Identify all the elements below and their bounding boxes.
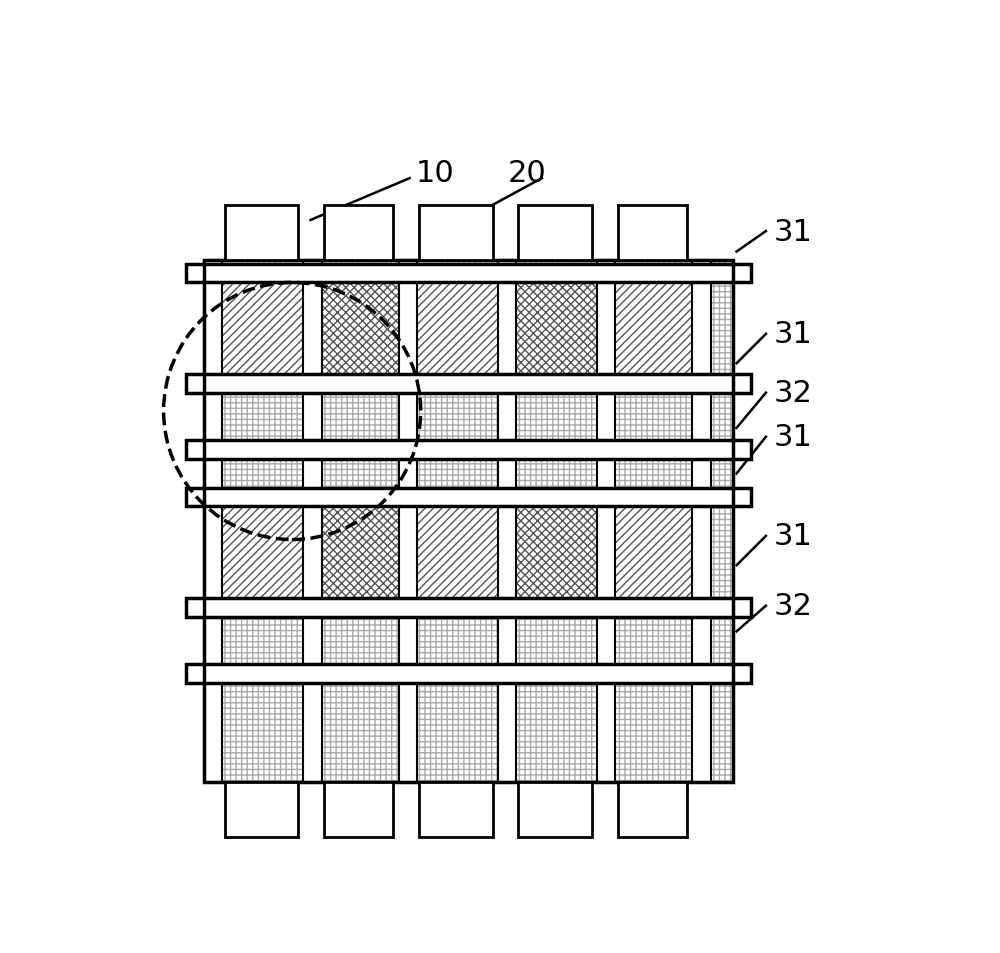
Bar (419, 782, 493, 837)
Text: 31: 31 (773, 423, 812, 452)
Bar (322, 507, 399, 617)
Bar (186, 489, 751, 507)
Bar (186, 441, 751, 459)
Bar (417, 507, 498, 617)
Bar (222, 507, 303, 617)
Bar (417, 283, 498, 394)
Text: 31: 31 (773, 217, 812, 246)
Bar (498, 261, 516, 782)
Bar (186, 598, 751, 617)
Bar (324, 782, 393, 837)
Bar (222, 283, 303, 394)
Bar (618, 782, 687, 837)
Text: 31: 31 (773, 320, 812, 349)
Bar (618, 206, 687, 261)
Bar (615, 283, 692, 394)
Bar (692, 261, 711, 782)
Bar (615, 507, 692, 617)
Bar (322, 283, 399, 394)
Bar (597, 261, 615, 782)
Bar (399, 261, 417, 782)
Bar (518, 782, 592, 837)
Bar (225, 782, 298, 837)
Bar (419, 206, 493, 261)
Bar (324, 206, 393, 261)
Text: 32: 32 (773, 592, 812, 620)
Bar (204, 261, 222, 782)
Text: 10: 10 (416, 158, 455, 188)
Bar (303, 261, 322, 782)
Text: 31: 31 (773, 522, 812, 551)
Bar (186, 665, 751, 683)
Bar (186, 265, 751, 283)
Bar (518, 206, 592, 261)
Bar (516, 507, 597, 617)
Bar (204, 261, 733, 782)
Text: 20: 20 (508, 158, 547, 188)
Bar (225, 206, 298, 261)
Bar (186, 375, 751, 394)
Bar (204, 261, 733, 782)
Bar (516, 283, 597, 394)
Text: 32: 32 (773, 378, 812, 408)
